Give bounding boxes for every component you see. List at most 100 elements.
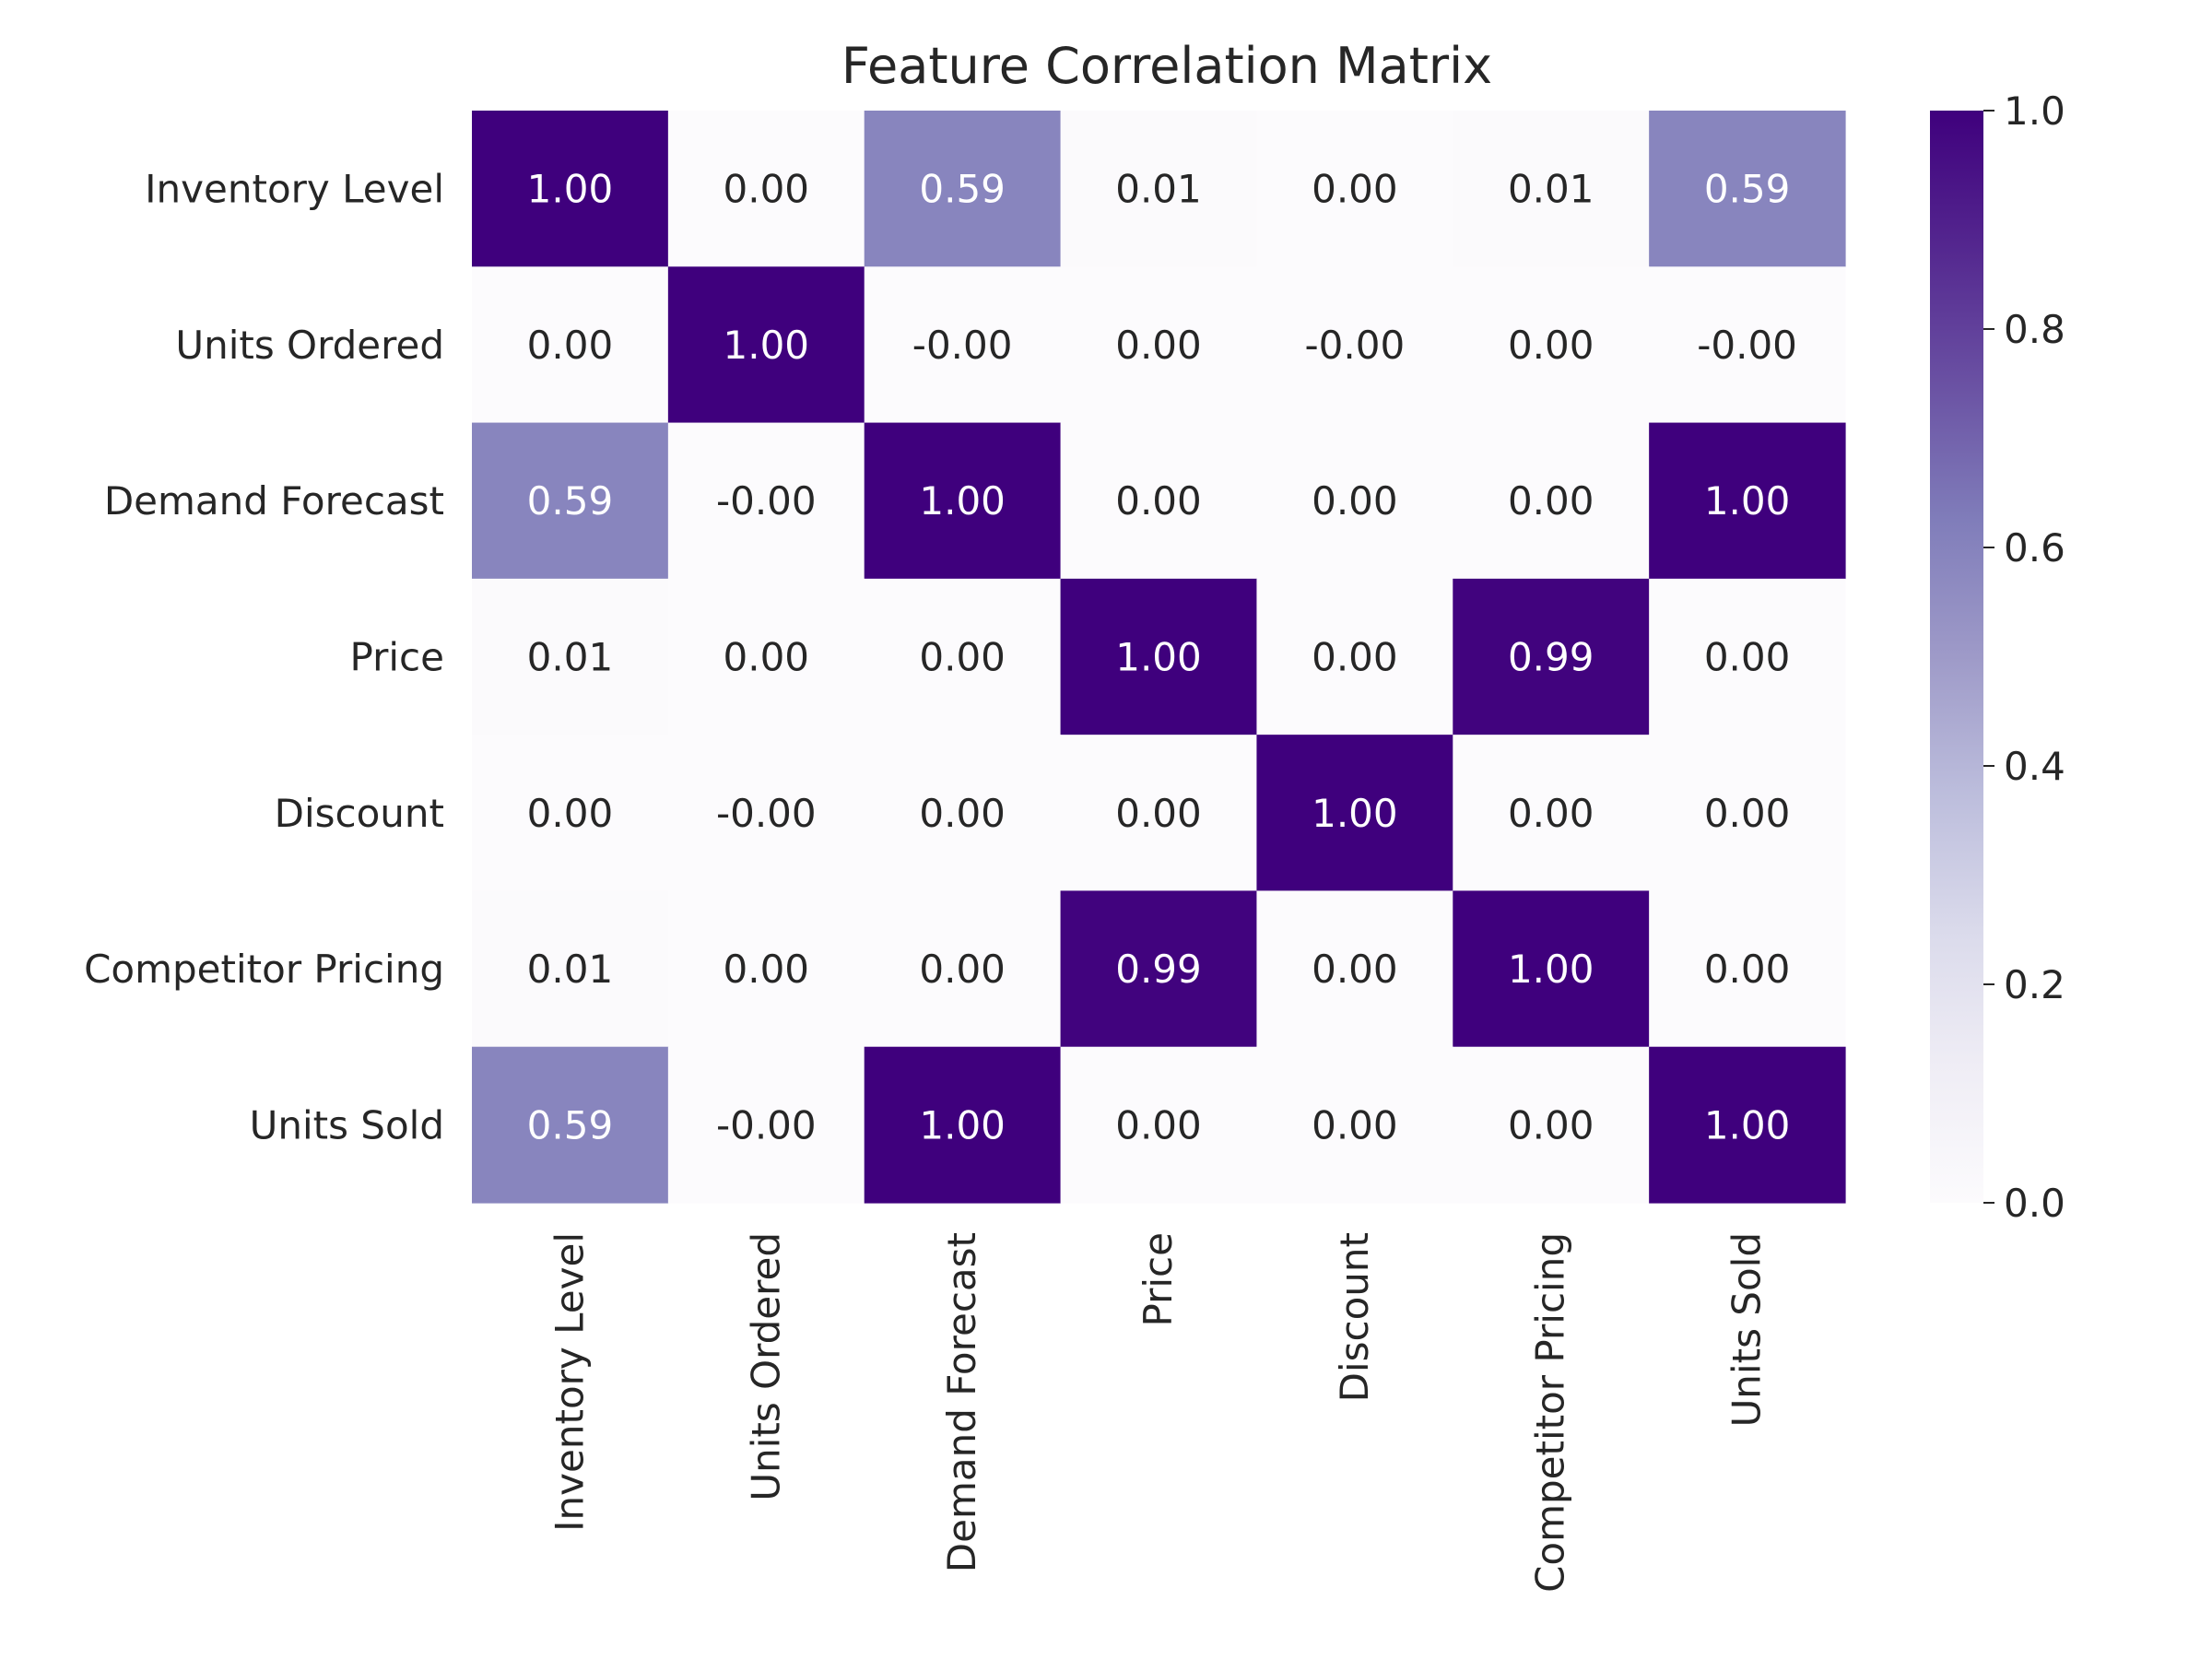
chart-title: Feature Correlation Matrix — [841, 37, 1492, 95]
heatmap-cell — [1060, 735, 1258, 892]
cell-value-label: 1.00 — [724, 323, 810, 368]
cell-value-label: 0.59 — [527, 1102, 614, 1147]
cell-value-label: 0.00 — [724, 635, 810, 680]
heatmap-cell — [1453, 266, 1650, 424]
cell-value-label: 0.00 — [919, 791, 1006, 836]
heatmap-cell — [864, 735, 1062, 892]
heatmap-cell — [472, 422, 669, 580]
cell-value-label: 0.00 — [1115, 791, 1202, 836]
heatmap-cell — [1256, 578, 1453, 735]
cell-value-label: 0.00 — [1115, 323, 1202, 368]
heatmap-cell — [864, 890, 1062, 1048]
x-axis-labels: Inventory Level Units Ordered Demand Forec… — [547, 1232, 1769, 1593]
colorbar-ticks: 0.0 0.2 0.4 0.6 0.8 1.0 — [1983, 88, 2065, 1226]
heatmap-cell — [667, 890, 865, 1048]
heatmap-cell — [1060, 266, 1258, 424]
cell-value-label: 0.00 — [1704, 791, 1791, 836]
heatmap-cell — [1453, 735, 1650, 892]
y-tick-label: Price — [350, 635, 444, 680]
heatmap-cell — [1649, 266, 1846, 424]
heatmap-cell — [1453, 890, 1650, 1048]
cell-value-label: 1.00 — [527, 167, 614, 212]
cell-value-label: 0.59 — [919, 167, 1006, 212]
heatmap-cell — [472, 266, 669, 424]
heatmap-cell — [472, 1046, 669, 1204]
heatmap-cell — [1649, 1046, 1846, 1204]
cell-value-label: 0.01 — [527, 635, 614, 680]
heatmap-cell — [1453, 578, 1650, 735]
cell-value-label: 1.00 — [1508, 947, 1594, 992]
cell-value-label: -0.00 — [716, 791, 817, 836]
y-axis-labels: Inventory Level Units Ordered Demand Forec… — [84, 167, 444, 1148]
cell-value-label: 0.00 — [724, 947, 810, 992]
heatmap-cell — [1256, 1046, 1453, 1204]
heatmap-cell — [1453, 422, 1650, 580]
heatmap-cell — [472, 735, 669, 892]
heatmap-cell — [1060, 578, 1258, 735]
colorbar-tick-label: 0.6 — [2004, 525, 2065, 571]
heatmap-cell — [472, 578, 669, 735]
cell-value-label: 0.99 — [1115, 947, 1202, 992]
heatmap-cell — [1649, 735, 1846, 892]
cell-value-label: 0.00 — [1508, 478, 1594, 524]
heatmap-cell — [1649, 578, 1846, 735]
y-tick-label: Discount — [275, 791, 444, 836]
heatmap-cell — [667, 422, 865, 580]
x-tick-label: Price — [1135, 1232, 1181, 1326]
heatmap-cell — [864, 578, 1062, 735]
cell-value-label: 0.99 — [1508, 635, 1594, 680]
heatmap-cells — [472, 111, 1846, 1204]
heatmap-cell — [864, 422, 1062, 580]
cell-value-label: 0.00 — [1312, 478, 1398, 524]
cell-value-label: 0.00 — [1312, 947, 1398, 992]
cell-value-label: -0.00 — [716, 1102, 817, 1147]
heatmap-cell — [1256, 890, 1453, 1048]
cell-value-label: 0.00 — [919, 947, 1006, 992]
cell-value-label: 0.00 — [1508, 1102, 1594, 1147]
y-tick-label: Units Sold — [250, 1102, 444, 1147]
heatmap-cell — [472, 890, 669, 1048]
y-tick-label: Inventory Level — [145, 167, 444, 212]
cell-value-label: 0.00 — [919, 635, 1006, 680]
cell-value-label: 0.01 — [527, 947, 614, 992]
heatmap-cell — [864, 266, 1062, 424]
x-tick-label: Competitor Pricing — [1528, 1232, 1573, 1593]
heatmap-cell — [667, 1046, 865, 1204]
cell-value-label: 0.00 — [1508, 323, 1594, 368]
heatmap-cell — [1060, 1046, 1258, 1204]
cell-value-label: 0.00 — [1312, 167, 1398, 212]
x-tick-label: Inventory Level — [547, 1232, 592, 1532]
cell-value-label: 0.00 — [1312, 635, 1398, 680]
colorbar-tick-label: 0.4 — [2004, 744, 2065, 789]
cell-value-label: 1.00 — [1312, 791, 1398, 836]
cell-value-label: 0.59 — [1704, 167, 1791, 212]
cell-value-label: -0.00 — [912, 323, 1013, 368]
x-tick-label: Units Ordered — [743, 1232, 788, 1501]
colorbar — [1930, 111, 1983, 1203]
heatmap-cell — [1453, 1046, 1650, 1204]
heatmap-cell — [1256, 266, 1453, 424]
heatmap-annotations: 1.00 0.00 0.59 0.01 0.00 0.01 0.59 0.00 1.00 -0.0… — [527, 167, 1797, 1148]
y-tick-label: Competitor Pricing — [84, 947, 444, 992]
colorbar-tick-label: 0.8 — [2004, 307, 2065, 352]
cell-value-label: 1.00 — [919, 1102, 1006, 1147]
heatmap-cell — [667, 735, 865, 892]
colorbar-tick-label: 0.2 — [2004, 962, 2065, 1007]
heatmap-cell — [1256, 735, 1453, 892]
y-tick-label: Demand Forecast — [104, 478, 444, 524]
heatmap-cell — [1649, 890, 1846, 1048]
cell-value-label: 0.00 — [1704, 635, 1791, 680]
heatmap-cell — [667, 578, 865, 735]
cell-value-label: 1.00 — [919, 478, 1006, 524]
heatmap-cell — [667, 111, 865, 267]
cell-value-label: -0.00 — [1697, 323, 1797, 368]
heatmap-cell — [1060, 890, 1258, 1048]
heatmap-cell — [864, 111, 1062, 267]
cell-value-label: 0.00 — [1704, 947, 1791, 992]
cell-value-label: 0.00 — [1115, 478, 1202, 524]
cell-value-label: 0.00 — [724, 167, 810, 212]
cell-value-label: 0.59 — [527, 478, 614, 524]
colorbar-tick-label: 1.0 — [2004, 88, 2065, 134]
